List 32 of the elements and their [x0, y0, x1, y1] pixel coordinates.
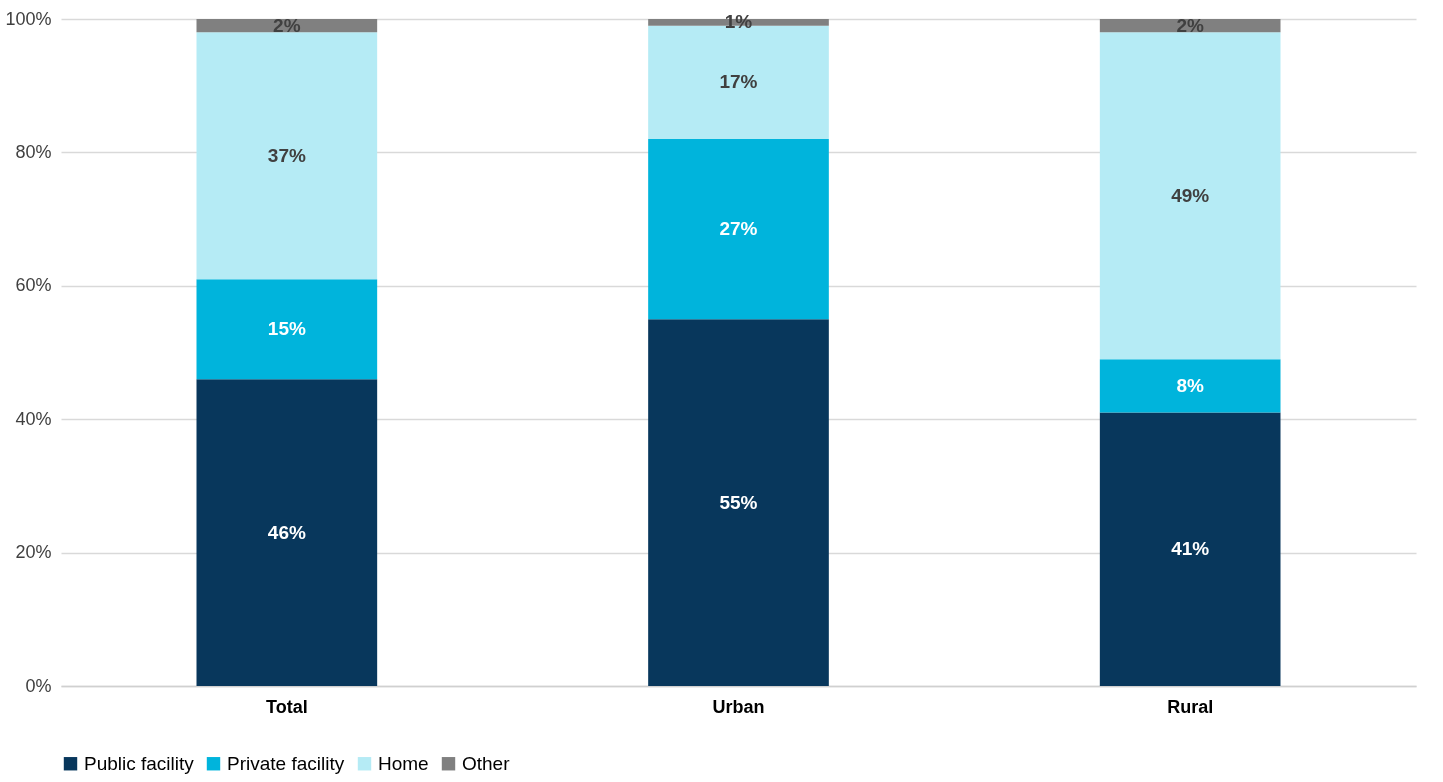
bar	[196, 279, 378, 380]
bar	[196, 32, 378, 280]
legend-label: Private facility	[227, 752, 345, 774]
bar	[196, 379, 378, 686]
data-label: 27%	[719, 218, 758, 240]
y-tick-label: 80%	[15, 141, 52, 162]
legend-label: Public facility	[84, 752, 195, 774]
data-label: 2%	[1176, 14, 1204, 36]
y-tick-label: 20%	[15, 542, 52, 563]
x-tick-label: Rural	[1167, 696, 1214, 717]
data-label: 17%	[719, 71, 758, 93]
y-tick-label: 60%	[15, 275, 52, 296]
y-tick-label: 100%	[5, 8, 52, 29]
x-tick-label: Total	[266, 696, 308, 717]
legend-label: Other	[462, 752, 511, 774]
bar	[648, 319, 829, 686]
data-label: 8%	[1176, 374, 1204, 396]
legend-label: Home	[378, 752, 429, 774]
x-tick-label: Urban	[712, 696, 765, 717]
data-label: 15%	[267, 318, 306, 340]
y-tick-label: 40%	[15, 408, 52, 429]
data-label: 41%	[1171, 538, 1210, 560]
bar	[648, 139, 829, 320]
data-label: 2%	[273, 14, 301, 36]
y-tick-label: 0%	[25, 675, 52, 696]
data-label: 49%	[1171, 184, 1210, 206]
data-label: 37%	[267, 144, 306, 166]
bar	[1099, 359, 1281, 413]
bar	[1099, 32, 1281, 360]
data-label: 46%	[267, 521, 306, 543]
data-label: 55%	[719, 491, 758, 513]
bar	[1099, 412, 1281, 686]
